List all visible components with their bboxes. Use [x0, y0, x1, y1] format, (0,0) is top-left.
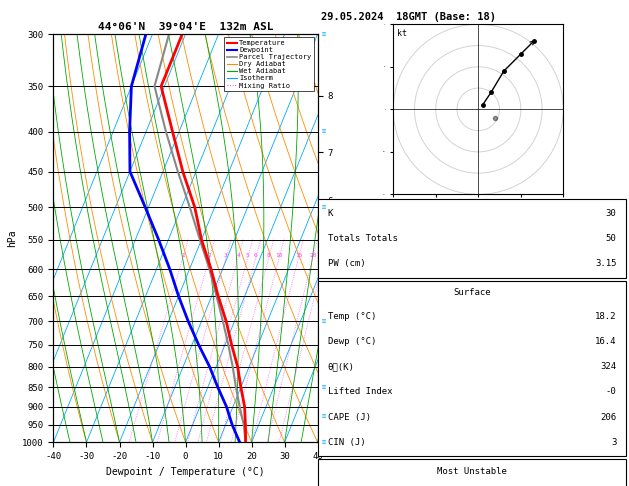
- Title: 44°06'N  39°04'E  132m ASL: 44°06'N 39°04'E 132m ASL: [97, 22, 274, 32]
- X-axis label: Dewpoint / Temperature (°C): Dewpoint / Temperature (°C): [106, 467, 265, 477]
- Y-axis label: hPa: hPa: [7, 229, 17, 247]
- Text: Totals Totals: Totals Totals: [328, 234, 398, 243]
- Text: CAPE (J): CAPE (J): [328, 413, 370, 422]
- Bar: [318, 459, 626, 486]
- Text: ≡: ≡: [322, 318, 326, 324]
- Text: θᴄ(K): θᴄ(K): [328, 362, 354, 371]
- Text: ≡: ≡: [322, 129, 326, 135]
- Text: 16.4: 16.4: [595, 337, 616, 346]
- Text: 20: 20: [309, 253, 316, 258]
- Text: 324: 324: [600, 362, 616, 371]
- Text: ≡: ≡: [322, 204, 326, 210]
- Text: 8: 8: [267, 253, 270, 258]
- Text: 18.2: 18.2: [595, 312, 616, 321]
- Legend: Temperature, Dewpoint, Parcel Trajectory, Dry Adiabat, Wet Adiabat, Isotherm, Mi: Temperature, Dewpoint, Parcel Trajectory…: [224, 37, 314, 91]
- Text: Most Unstable: Most Unstable: [437, 467, 507, 476]
- Text: 3: 3: [224, 253, 228, 258]
- Text: ≡: ≡: [322, 31, 326, 37]
- Bar: [318, 281, 626, 456]
- Y-axis label: km
ASL: km ASL: [335, 231, 355, 245]
- Text: 1: 1: [181, 253, 185, 258]
- Text: 30: 30: [606, 209, 616, 218]
- Text: 206: 206: [600, 413, 616, 422]
- Text: K: K: [328, 209, 333, 218]
- Text: Temp (°C): Temp (°C): [328, 312, 376, 321]
- Text: ≡: ≡: [322, 384, 326, 390]
- Text: LCL: LCL: [320, 425, 332, 432]
- Text: 10: 10: [276, 253, 283, 258]
- Text: 4: 4: [237, 253, 240, 258]
- Text: 5: 5: [246, 253, 250, 258]
- Text: 3: 3: [611, 438, 616, 447]
- Text: 3.15: 3.15: [595, 259, 616, 268]
- Text: -0: -0: [606, 387, 616, 397]
- Text: Surface: Surface: [453, 288, 491, 297]
- Text: PW (cm): PW (cm): [328, 259, 365, 268]
- Text: ≡: ≡: [322, 413, 326, 419]
- Text: 29.05.2024  18GMT (Base: 18): 29.05.2024 18GMT (Base: 18): [321, 12, 496, 22]
- Text: 2: 2: [208, 253, 211, 258]
- Text: CIN (J): CIN (J): [328, 438, 365, 447]
- Text: 6: 6: [254, 253, 258, 258]
- Text: Lifted Index: Lifted Index: [328, 387, 392, 397]
- Text: kt: kt: [398, 29, 408, 37]
- Text: 50: 50: [606, 234, 616, 243]
- Text: Dewp (°C): Dewp (°C): [328, 337, 376, 346]
- Text: 15: 15: [295, 253, 303, 258]
- Bar: [318, 199, 626, 278]
- Text: ≡: ≡: [322, 439, 326, 445]
